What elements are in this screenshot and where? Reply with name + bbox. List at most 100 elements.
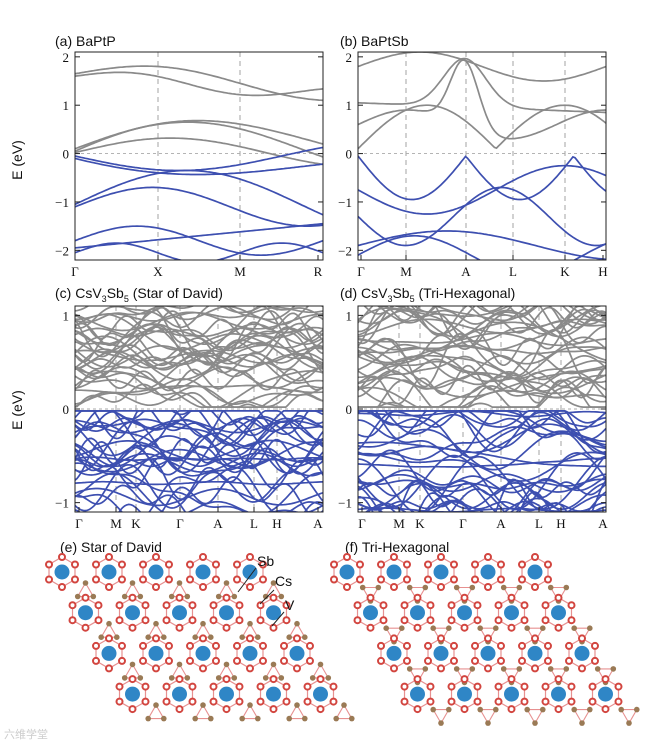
v-atom — [278, 593, 285, 600]
conduction-band — [358, 321, 606, 366]
sb-atom — [449, 575, 458, 584]
cs-atom — [551, 605, 566, 621]
sb-atom — [377, 575, 386, 584]
sb-atom — [94, 601, 103, 610]
sb-atom — [578, 634, 586, 643]
sb-atom — [45, 575, 54, 584]
sb-atom — [554, 705, 563, 714]
sb-atom — [280, 641, 289, 650]
v-bond-triangle — [596, 668, 615, 684]
sb-atom — [484, 634, 492, 643]
v-atom — [524, 706, 531, 713]
v-atom — [610, 666, 617, 672]
v-bond-triangle — [385, 627, 403, 643]
cs-atom — [266, 686, 281, 702]
sb-atom — [494, 697, 503, 706]
v-atom — [430, 625, 437, 631]
sb-atom — [473, 682, 482, 691]
v-atom — [184, 675, 191, 681]
cs-atom — [242, 645, 258, 661]
sb-atom — [282, 697, 291, 706]
sb-atom — [518, 641, 527, 650]
v-atom — [469, 584, 476, 591]
v-atom — [500, 584, 507, 591]
v-atom — [594, 666, 601, 672]
valence-band — [75, 462, 323, 512]
y-tick-label: −1 — [55, 496, 69, 511]
conduction-band — [358, 352, 606, 382]
v-atom — [121, 675, 128, 681]
sb-atom — [400, 697, 409, 706]
y-tick-label: 1 — [346, 308, 353, 323]
sb-atom — [437, 664, 445, 673]
valence-band — [358, 164, 606, 215]
sb-atom — [402, 560, 411, 569]
valence-band — [75, 225, 323, 257]
v-bond-triangle — [573, 627, 591, 643]
sb-atom — [554, 675, 563, 684]
v-bond-triangle — [361, 586, 380, 603]
x-tick-label: L — [250, 516, 258, 531]
v-atom — [239, 715, 246, 722]
v-bond-triangle — [479, 627, 497, 643]
cs-atom — [527, 645, 543, 661]
sb-atom — [162, 601, 171, 610]
v-atom — [215, 675, 222, 681]
sb-atom — [186, 560, 195, 569]
sb-atom — [343, 553, 351, 561]
sb-atom — [139, 656, 148, 665]
v-atom — [430, 706, 437, 713]
sb-atom — [186, 641, 195, 650]
conduction-band — [358, 364, 606, 405]
v-atom — [106, 620, 112, 627]
sb-atom — [520, 697, 529, 706]
conduction-band — [358, 345, 606, 355]
v-atom — [301, 634, 308, 640]
v-atom — [492, 625, 499, 631]
valence-band — [358, 234, 606, 260]
valence-band — [75, 186, 323, 227]
sb-atom — [128, 675, 137, 684]
sb-atom — [329, 682, 338, 691]
sb-atom — [460, 675, 469, 684]
sb-atom — [447, 682, 456, 691]
v-atom — [563, 666, 570, 672]
panel-frame — [357, 51, 607, 261]
sb-atom — [543, 560, 552, 569]
sb-atom — [343, 583, 351, 591]
sb-atom — [128, 705, 137, 714]
v-atom — [90, 593, 97, 600]
sb-atom — [117, 656, 126, 665]
sb-atom — [473, 601, 482, 610]
y-tick-label: 0 — [346, 147, 353, 162]
cs-atom — [457, 686, 472, 702]
x-tick-label: Γ — [71, 264, 79, 279]
v-atom — [633, 706, 640, 713]
sb-atom — [473, 616, 482, 625]
sb-atom — [541, 682, 550, 691]
sb-atom — [258, 560, 267, 569]
v-atom — [121, 593, 128, 600]
sb-atom — [139, 560, 148, 569]
sb-atom — [92, 575, 101, 584]
sb-atom — [531, 634, 539, 643]
legend-sb-label: Sb — [257, 553, 274, 569]
sb-atom — [68, 616, 77, 625]
sb-atom — [186, 575, 195, 584]
panel-d-bands — [358, 306, 606, 512]
sb-atom — [235, 601, 244, 610]
sb-atom — [45, 560, 54, 569]
v-atom — [254, 634, 261, 640]
sb-atom — [293, 664, 301, 673]
v-atom — [524, 625, 531, 631]
v-atom — [445, 706, 452, 713]
v-bond-triangle — [549, 668, 568, 684]
x-tick-label: M — [400, 264, 412, 279]
sb-atom — [282, 616, 291, 625]
sb-atom — [209, 601, 218, 610]
sb-atom — [424, 575, 433, 584]
v-atom — [262, 593, 269, 600]
v-atom — [176, 580, 183, 586]
sb-atom — [233, 641, 242, 650]
